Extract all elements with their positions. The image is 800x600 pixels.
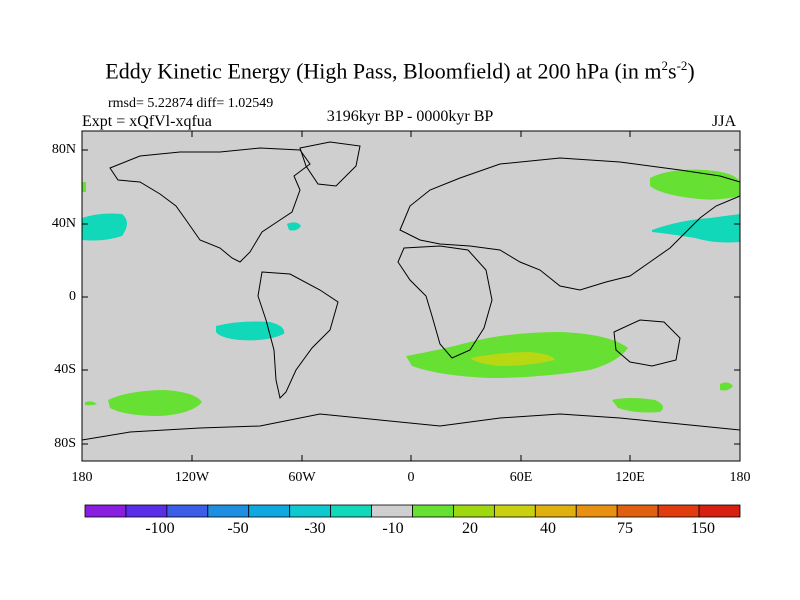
lon-label-0: 0 — [407, 470, 415, 485]
colorbar-swatch — [657, 504, 700, 518]
colorbar-swatch — [698, 504, 741, 518]
colorbar-swatch — [248, 504, 291, 518]
lon-label-180e: 180 — [729, 470, 751, 485]
axis-ticks — [82, 131, 740, 461]
stats-text: rmsd= 5.22874 diff= 1.02549 — [108, 96, 274, 111]
coastline-antarctica — [81, 413, 741, 441]
lon-label-60e: 60E — [509, 470, 533, 485]
anomaly-south-pacific-small — [85, 401, 97, 406]
anomaly-atlantic-west-cyan — [82, 213, 127, 241]
lat-label-80s: 80S — [54, 436, 76, 451]
colorbar-label-40: 40 — [540, 520, 556, 537]
colorbar-label-150: 150 — [691, 520, 715, 537]
colorbar-label-minus50: -50 — [227, 520, 249, 537]
colorbar-swatch — [534, 504, 577, 518]
lat-label-0: 0 — [69, 289, 76, 304]
anomaly-regions — [82, 169, 740, 416]
colorbar-swatch — [330, 504, 372, 518]
colorbar-swatch — [207, 504, 250, 518]
colorbar-swatch — [453, 504, 495, 518]
coastline-europe-asia — [399, 157, 741, 291]
coastline-south-america — [257, 271, 339, 399]
anomaly-north-pacific-cyan — [652, 214, 740, 243]
colorbar-swatch — [371, 504, 413, 518]
coastline-africa — [397, 245, 493, 359]
lon-label-120w: 120W — [174, 470, 210, 485]
colorbar-label-minus30: -30 — [304, 520, 326, 537]
colorbar-label-minus10: -10 — [382, 520, 404, 537]
colorbar-swatch — [289, 504, 332, 518]
plot-title: Eddy Kinetic Energy (High Pass, Bloomfie… — [105, 58, 695, 84]
lat-label-40n: 40N — [51, 216, 76, 231]
coastlines — [81, 141, 741, 441]
colorbar-label-20: 20 — [462, 520, 478, 537]
colorbar-label-minus100: -100 — [145, 520, 175, 537]
season-label: JJA — [712, 113, 737, 130]
anomaly-north-pacific-east — [650, 169, 740, 200]
lon-label-60w: 60W — [288, 470, 316, 485]
lat-label-40s: 40S — [54, 362, 76, 377]
colorbar-swatch — [125, 504, 168, 518]
colorbar-swatch — [84, 504, 127, 518]
lat-label-80n: 80N — [51, 142, 76, 157]
colorbar-swatch — [412, 504, 454, 518]
lon-label-180w: 180 — [71, 470, 93, 485]
anomaly-atlantic-small — [287, 222, 301, 231]
anomaly-south-pacific — [108, 390, 202, 416]
coastline-greenland — [299, 141, 361, 187]
colorbar-swatch — [166, 504, 209, 518]
coastline-north-america — [109, 147, 311, 263]
anomaly-nz — [720, 382, 733, 391]
coastline-australia — [613, 319, 681, 367]
colorbar-swatch — [493, 504, 536, 518]
colorbar-swatch — [616, 504, 659, 518]
anomaly-edge-left — [82, 182, 86, 192]
period-label: 3196kyr BP - 0000kyr BP — [326, 108, 494, 125]
anomaly-southern-indian-core — [470, 352, 555, 366]
colorbar — [84, 504, 741, 518]
colorbar-label-75: 75 — [617, 520, 633, 537]
anomaly-tasman — [612, 398, 664, 413]
colorbar-swatch — [575, 504, 618, 518]
experiment-label: Expt = xQfVl-xqfua — [82, 113, 212, 130]
lon-label-120e: 120E — [615, 470, 645, 485]
